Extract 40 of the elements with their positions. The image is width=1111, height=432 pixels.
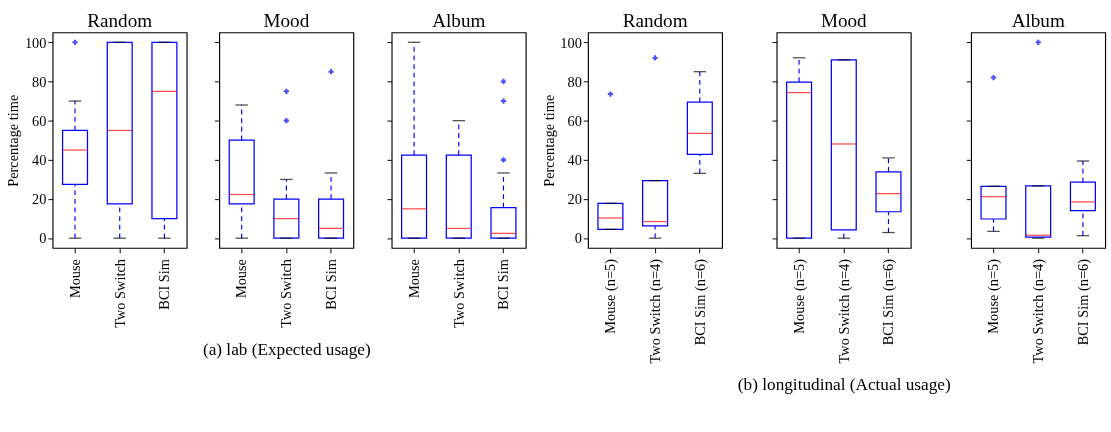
chart-title: Random <box>87 9 153 31</box>
x-tick-label: Two Switch (n=4) <box>835 258 853 364</box>
x-tick-label: Mouse (n=5) <box>790 258 808 334</box>
y-tick-label: 0 <box>39 230 47 247</box>
y-tick-label: 80 <box>32 73 47 90</box>
chart-title: Random <box>622 9 688 31</box>
chart-title: Mood <box>263 9 310 31</box>
x-tick-label: Mouse <box>405 259 422 299</box>
y-tick-label: 40 <box>32 152 47 169</box>
chart-title: Album <box>1011 9 1065 31</box>
chart-title: Mood <box>820 9 868 31</box>
x-tick-label: BCI Sim (n=6) <box>880 258 898 346</box>
y-tick-label: 0 <box>574 230 582 247</box>
y-tick-label: 80 <box>567 73 582 90</box>
x-tick-label: Two Switch <box>278 259 295 328</box>
chart-title: Album <box>432 9 486 31</box>
x-tick-label: Two Switch (n=4) <box>1030 258 1047 364</box>
x-tick-label: Two Switch (n=4) <box>646 258 664 364</box>
x-tick-label: BCI Sim <box>156 259 173 310</box>
x-tick-label: Two Switch <box>111 259 128 328</box>
x-tick-label: Mouse (n=5) <box>602 258 620 334</box>
x-tick-label: BCI Sim (n=6) <box>1074 258 1092 346</box>
x-tick-label: BCI Sim <box>495 259 512 310</box>
x-tick-label: BCI Sim (n=6) <box>691 258 709 346</box>
y-tick-label: 60 <box>32 112 47 129</box>
y-tick-label: 100 <box>560 34 582 51</box>
x-tick-label: BCI Sim <box>322 259 339 310</box>
y-tick-label: 100 <box>24 34 47 51</box>
y-axis-title: Percentage time <box>5 94 22 187</box>
y-axis-title: Percentage time <box>540 94 557 187</box>
text: (b) longitudinal (Actual usage) <box>737 375 951 395</box>
y-tick-label: 20 <box>32 191 47 208</box>
text: (a) lab (Expected usage) <box>202 339 371 359</box>
x-tick-label: Mouse <box>66 259 83 299</box>
x-tick-label: Two Switch <box>450 259 467 328</box>
y-tick-label: 20 <box>567 191 582 208</box>
x-tick-label: Mouse (n=5) <box>985 258 1003 334</box>
y-tick-label: 40 <box>567 152 582 169</box>
x-tick-label: Mouse <box>233 259 250 299</box>
y-tick-label: 60 <box>567 112 582 129</box>
